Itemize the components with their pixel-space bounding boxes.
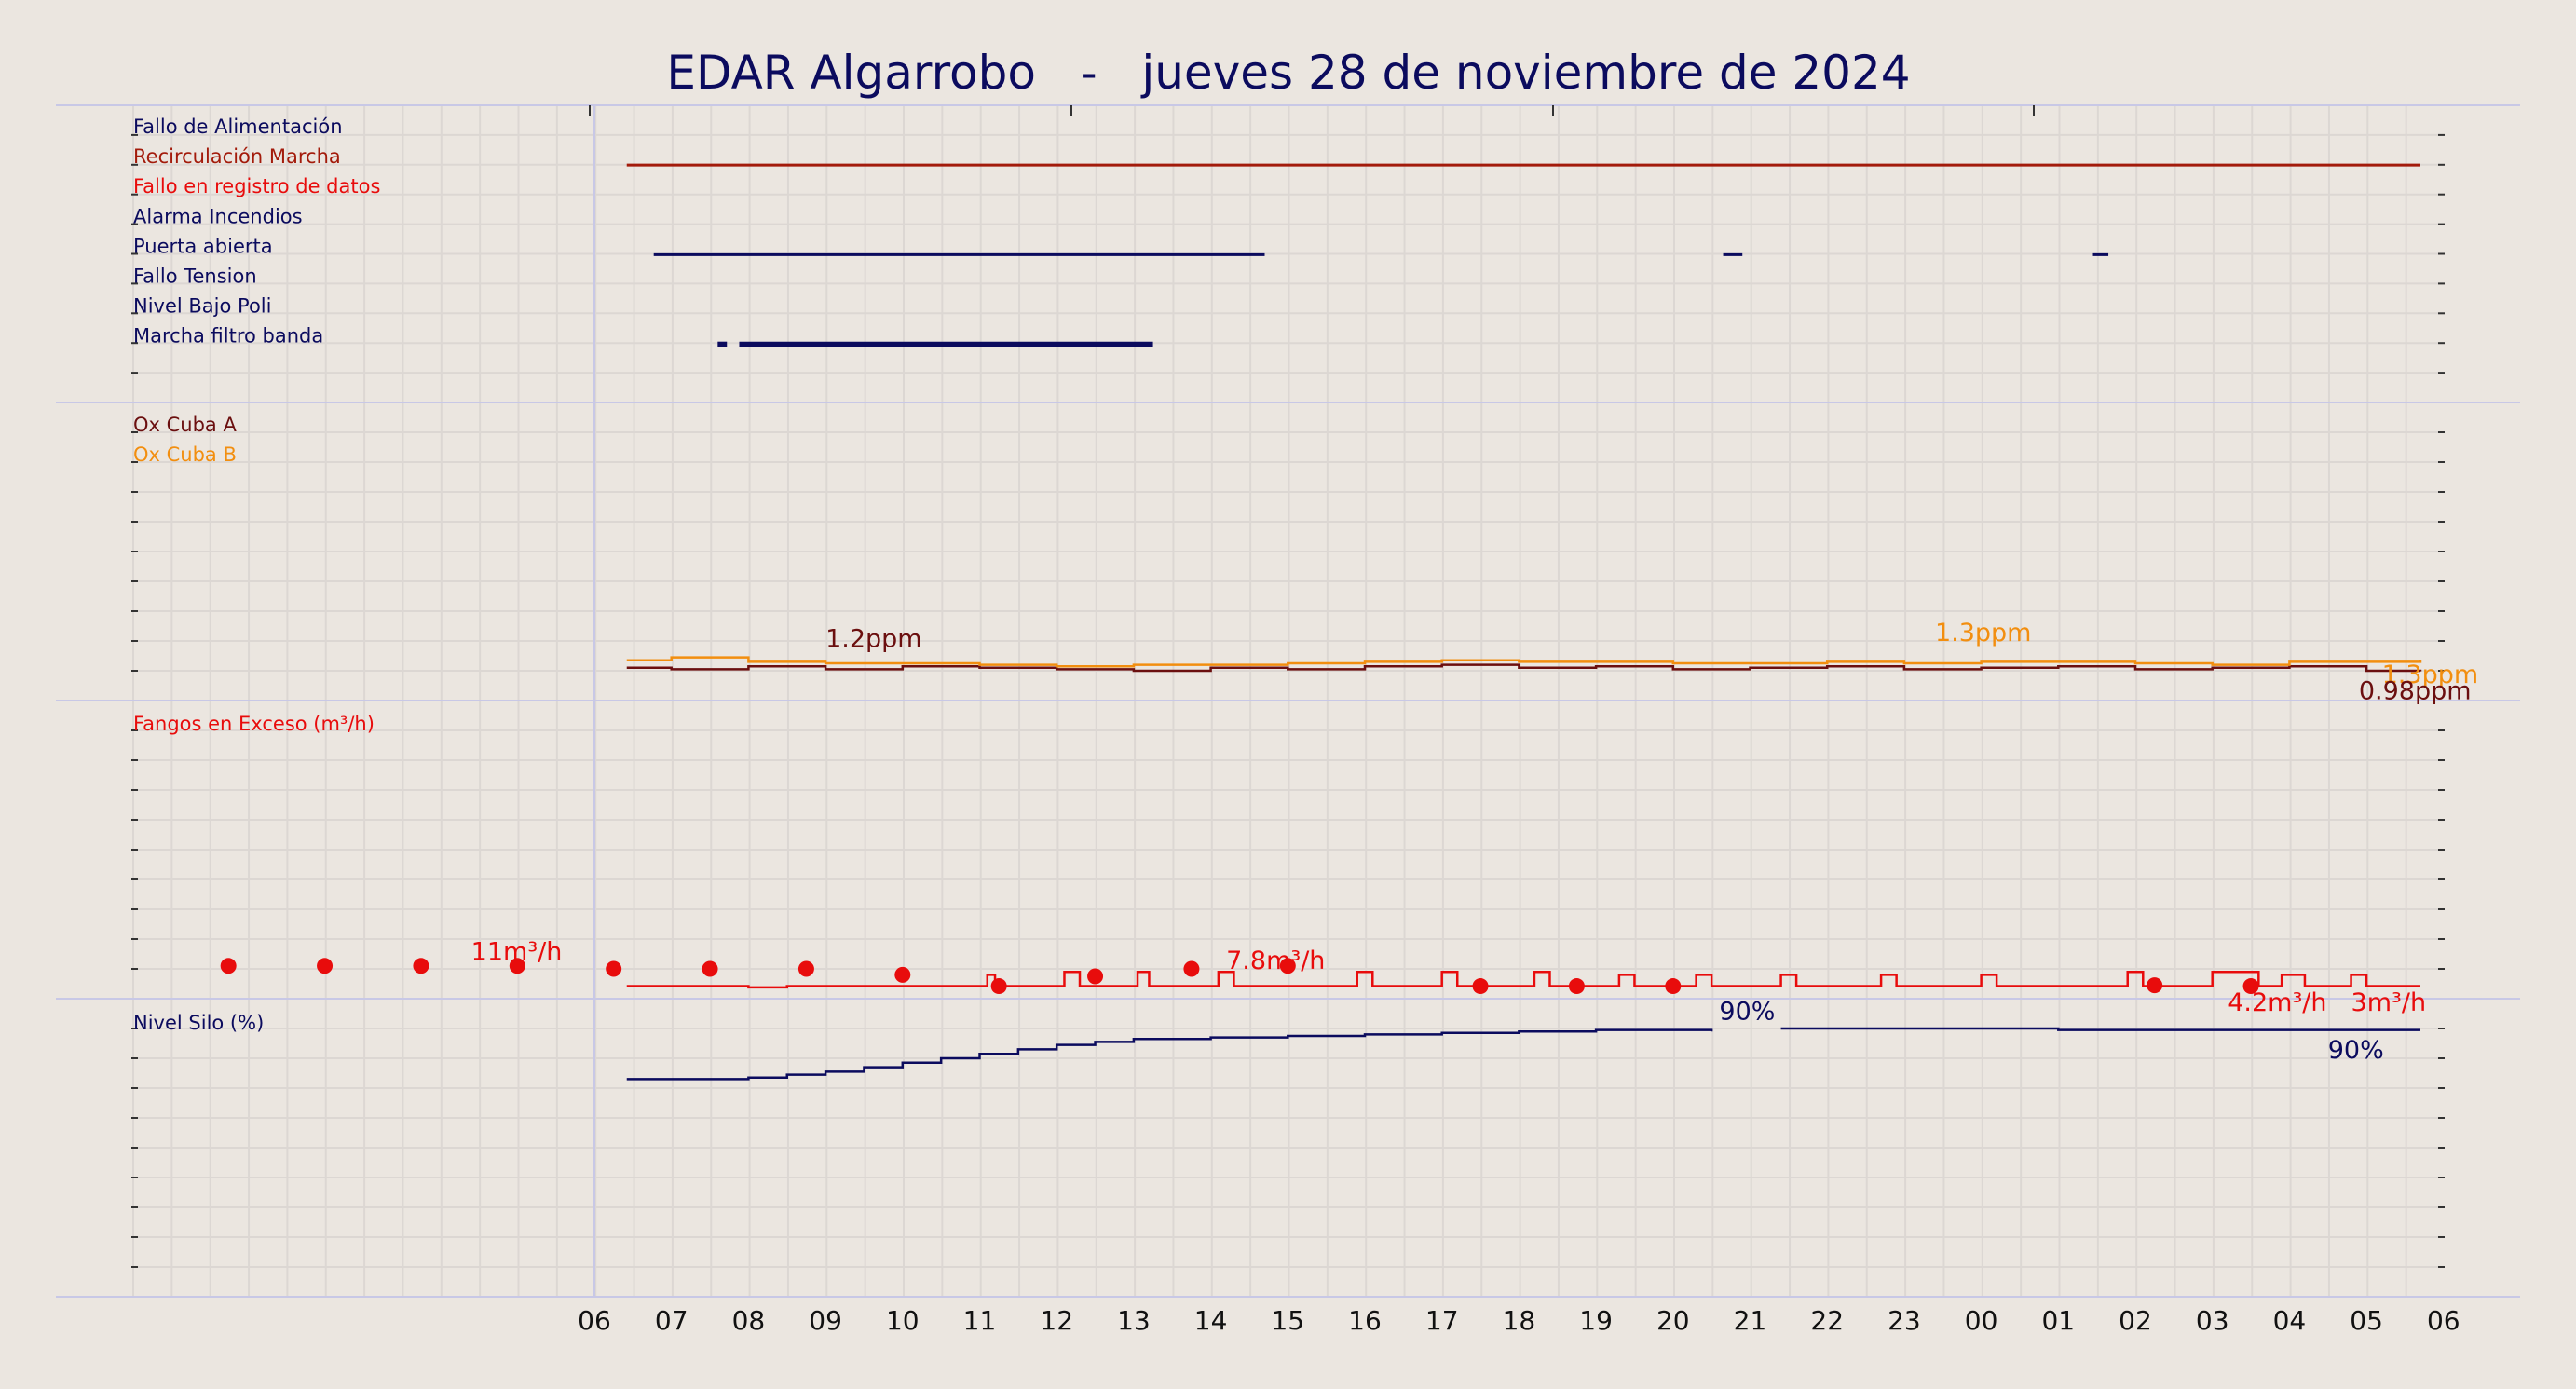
x-tick-label: 06 — [578, 1305, 611, 1336]
x-tick-label: 11 — [963, 1305, 997, 1336]
alarm-label: Puerta abierta — [133, 235, 273, 257]
series-line — [626, 663, 2422, 673]
x-tick-label: 12 — [1040, 1305, 1073, 1336]
data-point — [1279, 958, 1296, 974]
x-tick-label: 00 — [1965, 1305, 1998, 1336]
x-tick-label: 21 — [1734, 1305, 1767, 1336]
data-label: 0.98ppm — [2359, 676, 2472, 705]
data-point — [990, 978, 1007, 995]
x-tick-label: 02 — [2119, 1305, 2152, 1336]
data-label: 1.3ppm — [1935, 619, 2032, 647]
data-label: 90% — [2328, 1036, 2384, 1065]
x-tick-label: 01 — [2041, 1305, 2075, 1336]
legend-silo: Nivel Silo (%) — [133, 1012, 264, 1034]
alarm-label: Marcha filtro banda — [133, 325, 323, 347]
data-label: 11m³/h — [471, 937, 563, 966]
alarm-label: Nivel Bajo Poli — [133, 295, 271, 318]
data-point — [606, 960, 622, 977]
data-label: 4.2m³/h — [2228, 988, 2326, 1017]
data-point — [220, 958, 237, 974]
x-tick-label: 04 — [2273, 1305, 2307, 1336]
data-label: 7.8m³/h — [1226, 946, 1325, 975]
alarm-label: Fallo de Alimentación — [133, 116, 343, 138]
data-label: 90% — [1719, 997, 1775, 1026]
alarm-label: Fallo Tension — [133, 266, 257, 288]
x-tick-label: 23 — [1888, 1305, 1921, 1336]
data-point — [2242, 978, 2259, 995]
data-point — [894, 966, 911, 983]
x-tick-label: 13 — [1117, 1305, 1151, 1336]
x-tick-label: 22 — [1810, 1305, 1844, 1336]
grid — [56, 104, 2520, 1298]
data-point — [702, 960, 718, 977]
data-point — [1087, 968, 1104, 985]
x-tick-label: 20 — [1656, 1305, 1690, 1336]
chart-title: EDAR Algarrobo - jueves 28 de noviembre … — [666, 46, 1910, 100]
legend-fangos: Fangos en Exceso (m³/h) — [133, 713, 375, 735]
x-tick-label: 07 — [655, 1305, 688, 1336]
data-label: 1.3ppm — [2382, 660, 2479, 689]
x-tick-label: 16 — [1348, 1305, 1382, 1336]
x-tick-label: 10 — [886, 1305, 920, 1336]
x-tick-label: 17 — [1425, 1305, 1459, 1336]
data-point — [413, 958, 429, 974]
data-label: 1.2ppm — [825, 624, 922, 653]
chart-marks: 06 07 08 09 10 11 12 13 14 15 16 17 18 19 20 21 22 23 00 01… — [133, 116, 2478, 1336]
legend-ox-a: Ox Cuba A — [133, 414, 237, 436]
data-point — [1183, 960, 1200, 977]
data-point — [2147, 977, 2163, 994]
data-point — [797, 960, 814, 977]
data-point — [509, 958, 525, 974]
data-point — [1665, 978, 1682, 995]
x-tick-label: 18 — [1503, 1305, 1536, 1336]
x-tick-label: 05 — [2350, 1305, 2383, 1336]
x-tick-label: 08 — [732, 1305, 766, 1336]
alarm-label: Recirculación Marcha — [133, 145, 341, 168]
data-point — [317, 958, 334, 974]
data-label: 3m³/h — [2351, 988, 2427, 1017]
data-point — [1472, 978, 1489, 995]
x-tick-label: 09 — [809, 1305, 842, 1336]
x-tick-label: 19 — [1579, 1305, 1613, 1336]
series-line — [626, 970, 2420, 989]
series-line — [626, 1027, 2420, 1081]
x-tick-label: 06 — [2427, 1305, 2460, 1336]
x-tick-label: 15 — [1271, 1305, 1304, 1336]
x-tick-label: 03 — [2196, 1305, 2229, 1336]
legend-ox-b: Ox Cuba B — [133, 443, 237, 466]
series-line — [626, 656, 2422, 668]
alarm-label: Alarma Incendios — [133, 205, 303, 227]
alarm-label: Fallo en registro de datos — [133, 175, 380, 197]
data-point — [1568, 978, 1585, 995]
x-tick-label: 14 — [1194, 1305, 1228, 1336]
